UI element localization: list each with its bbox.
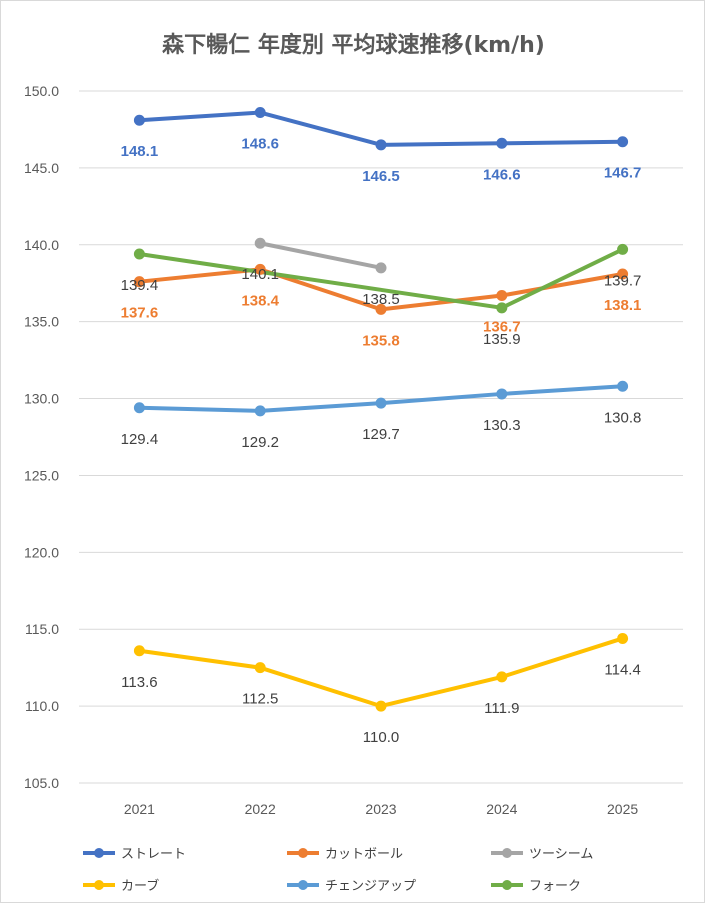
data-point: [133, 276, 145, 288]
y-tick-label: 150.0: [24, 83, 59, 99]
data-label: 135.9: [483, 331, 521, 348]
data-point: [254, 107, 266, 119]
legend-label: ストレート: [121, 847, 186, 862]
data-point: [375, 700, 387, 712]
y-tick-label: 140.0: [24, 237, 59, 253]
data-point: [375, 397, 387, 409]
data-label: 138.4: [241, 292, 279, 309]
y-tick-label: 105.0: [24, 775, 59, 791]
data-point: [496, 137, 508, 149]
data-label: 138.1: [604, 297, 642, 314]
x-tick-label: 2025: [607, 801, 638, 817]
data-point: [133, 402, 145, 414]
data-label: 114.4: [604, 661, 640, 678]
legend-label: カーブ: [121, 878, 159, 894]
x-axis-ticks: 2021 2022 2023 2024 2025: [124, 801, 639, 817]
data-point: [617, 268, 629, 280]
data-point: [617, 136, 629, 148]
data-labels: 148.1 148.6 146.5 146.6 146.7 137.6 138.4 135.8…: [121, 136, 642, 747]
data-point: [133, 248, 145, 260]
y-tick-label: 115.0: [25, 621, 59, 637]
data-label: 130.8: [604, 409, 642, 426]
data-label: 135.8: [362, 332, 400, 349]
x-tick-label: 2023: [365, 801, 396, 817]
legend-label: フォーク: [529, 879, 581, 894]
legend-swatch-marker: [298, 848, 308, 858]
data-label: 139.4: [121, 277, 159, 294]
data-point: [375, 262, 387, 274]
data-point: [254, 405, 266, 417]
data-point: [375, 139, 387, 151]
data-label: 138.5: [362, 291, 400, 308]
data-label: 130.3: [483, 417, 521, 434]
y-tick-label: 110.0: [25, 698, 59, 714]
y-tick-label: 125.0: [24, 467, 59, 483]
data-label: 140.1: [241, 266, 279, 283]
legend-label: カットボール: [325, 847, 403, 862]
data-point: [133, 645, 145, 657]
data-label: 129.7: [362, 426, 400, 443]
chart-title: 森下暢仁 年度別 平均球速推移(km/h): [162, 33, 545, 58]
data-point: [617, 380, 629, 392]
series-lines: [137, 110, 625, 709]
y-axis-ticks: 105.0 110.0 115.0 120.0 125.0 130.0 135.0 140.0…: [24, 83, 59, 791]
y-tick-label: 120.0: [24, 544, 59, 560]
x-tick-label: 2022: [245, 801, 276, 817]
data-point: [617, 632, 629, 644]
series-line: [258, 241, 383, 270]
y-tick-label: 130.0: [24, 391, 59, 407]
data-label: 148.6: [241, 136, 279, 153]
data-label: 136.7: [483, 319, 521, 336]
x-tick-label: 2021: [124, 801, 155, 817]
legend-swatch-marker: [94, 848, 104, 858]
data-label: 129.4: [121, 431, 159, 448]
data-label: 112.5: [242, 691, 278, 708]
data-label: 129.2: [241, 434, 279, 451]
y-tick-label: 145.0: [24, 160, 59, 176]
data-point: [496, 388, 508, 400]
legend-swatch-marker: [502, 848, 512, 858]
legend-swatch-marker: [502, 880, 512, 890]
data-point: [496, 290, 508, 302]
data-label: 146.5: [362, 168, 400, 185]
data-point: [496, 671, 508, 683]
series-line: [137, 636, 625, 709]
data-label: 137.6: [121, 305, 159, 322]
data-point: [496, 302, 508, 314]
legend-label: ツーシーム: [529, 847, 593, 862]
data-point: [254, 662, 266, 674]
data-point: [254, 237, 266, 249]
x-tick-label: 2024: [486, 801, 517, 817]
data-point: [133, 114, 145, 126]
data-label: 110.0: [363, 729, 399, 746]
data-label: 113.6: [121, 674, 157, 691]
legend-swatch-marker: [94, 880, 104, 890]
data-point: [617, 243, 629, 255]
series-points: [133, 107, 629, 712]
data-point: [375, 303, 387, 315]
data-label: 111.9: [484, 700, 519, 717]
legend-label: チェンジアップ: [325, 879, 416, 894]
y-tick-label: 135.0: [24, 314, 59, 330]
data-label: 139.7: [604, 272, 642, 289]
legend-swatch-marker: [298, 880, 308, 890]
data-point: [254, 263, 266, 275]
data-label: 148.1: [121, 143, 159, 160]
data-label: 146.7: [604, 165, 642, 182]
data-label: 146.6: [483, 166, 521, 183]
